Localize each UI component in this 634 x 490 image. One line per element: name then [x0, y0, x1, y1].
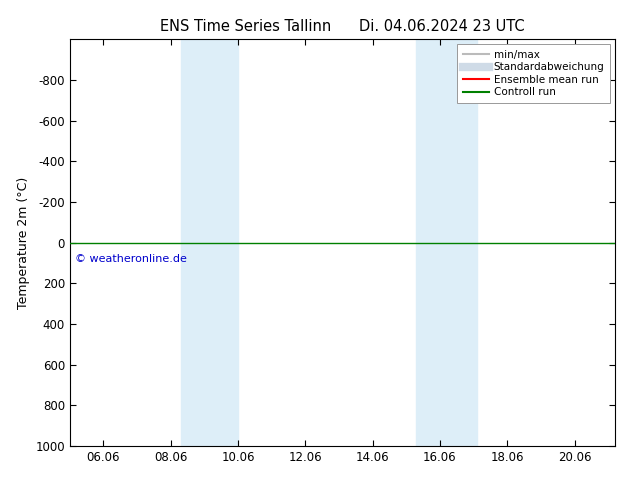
- Text: © weatheronline.de: © weatheronline.de: [75, 254, 186, 264]
- Title: ENS Time Series Tallinn      Di. 04.06.2024 23 UTC: ENS Time Series Tallinn Di. 04.06.2024 2…: [160, 19, 525, 34]
- Bar: [417, 39, 477, 446]
- Legend: min/max, Standardabweichung, Ensemble mean run, Controll run: min/max, Standardabweichung, Ensemble me…: [457, 45, 610, 102]
- Bar: [181, 39, 238, 446]
- Y-axis label: Temperature 2m (°C): Temperature 2m (°C): [16, 176, 30, 309]
